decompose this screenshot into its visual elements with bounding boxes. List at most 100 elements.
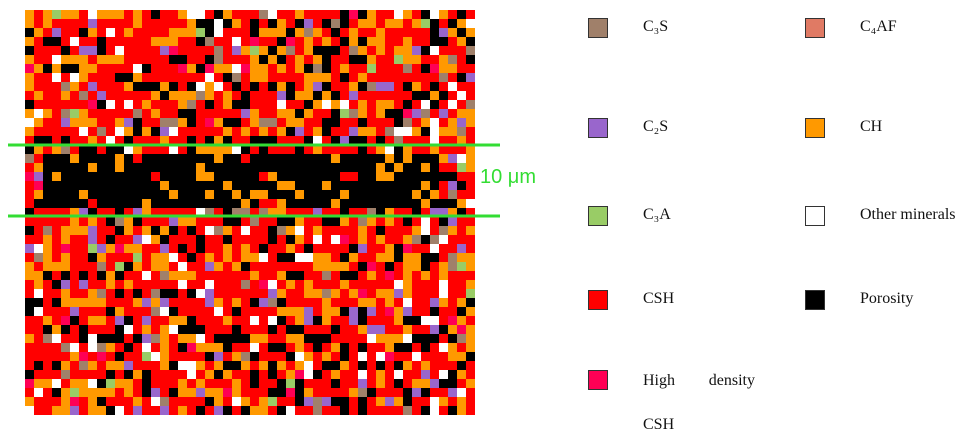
pixel bbox=[331, 217, 340, 226]
pixel bbox=[340, 181, 349, 190]
pixel bbox=[169, 397, 178, 406]
pixel bbox=[421, 109, 430, 118]
pixel bbox=[97, 307, 106, 316]
pixel bbox=[34, 109, 43, 118]
pixel bbox=[259, 289, 268, 298]
pixel bbox=[412, 73, 421, 82]
pixel bbox=[151, 343, 160, 352]
pixel bbox=[25, 118, 34, 127]
pixel bbox=[142, 334, 151, 343]
pixel bbox=[430, 316, 439, 325]
pixel bbox=[241, 325, 250, 334]
pixel bbox=[151, 118, 160, 127]
pixel bbox=[214, 109, 223, 118]
pixel bbox=[250, 64, 259, 73]
pixel bbox=[52, 172, 61, 181]
pixel bbox=[340, 109, 349, 118]
pixel bbox=[304, 406, 313, 415]
pixel bbox=[340, 199, 349, 208]
pixel bbox=[340, 82, 349, 91]
pixel bbox=[412, 46, 421, 55]
pixel bbox=[52, 28, 61, 37]
pixel bbox=[295, 280, 304, 289]
pixel bbox=[241, 253, 250, 262]
pixel bbox=[43, 109, 52, 118]
pixel bbox=[232, 244, 241, 253]
pixel bbox=[430, 73, 439, 82]
pixel bbox=[331, 379, 340, 388]
pixel bbox=[88, 46, 97, 55]
pixel bbox=[178, 127, 187, 136]
pixel bbox=[367, 91, 376, 100]
pixel bbox=[448, 163, 457, 172]
pixel bbox=[79, 397, 88, 406]
pixel bbox=[187, 361, 196, 370]
pixel bbox=[124, 244, 133, 253]
pixel bbox=[466, 100, 475, 109]
legend-swatch bbox=[588, 206, 608, 226]
pixel bbox=[124, 64, 133, 73]
pixel bbox=[97, 118, 106, 127]
pixel bbox=[340, 343, 349, 352]
pixel bbox=[277, 91, 286, 100]
pixel bbox=[34, 190, 43, 199]
pixel bbox=[133, 127, 142, 136]
pixel bbox=[466, 64, 475, 73]
pixel bbox=[412, 334, 421, 343]
pixel bbox=[241, 154, 250, 163]
pixel bbox=[358, 280, 367, 289]
pixel bbox=[313, 217, 322, 226]
pixel bbox=[61, 172, 70, 181]
pixel bbox=[196, 91, 205, 100]
pixel bbox=[169, 226, 178, 235]
pixel bbox=[88, 325, 97, 334]
pixel bbox=[457, 163, 466, 172]
pixel bbox=[79, 235, 88, 244]
pixel bbox=[394, 19, 403, 28]
pixel bbox=[178, 289, 187, 298]
pixel bbox=[43, 343, 52, 352]
pixel bbox=[43, 118, 52, 127]
pixel bbox=[349, 334, 358, 343]
pixel bbox=[25, 82, 34, 91]
pixel bbox=[322, 298, 331, 307]
pixel bbox=[52, 199, 61, 208]
pixel bbox=[277, 325, 286, 334]
pixel bbox=[223, 388, 232, 397]
pixel bbox=[241, 109, 250, 118]
pixel bbox=[412, 253, 421, 262]
pixel bbox=[394, 253, 403, 262]
pixel bbox=[232, 253, 241, 262]
pixel bbox=[367, 307, 376, 316]
pixel bbox=[385, 262, 394, 271]
pixel bbox=[466, 226, 475, 235]
pixel bbox=[151, 379, 160, 388]
pixel bbox=[70, 298, 79, 307]
pixel bbox=[412, 118, 421, 127]
pixel bbox=[241, 163, 250, 172]
pixel bbox=[70, 235, 79, 244]
pixel bbox=[394, 334, 403, 343]
pixel bbox=[223, 37, 232, 46]
pixel bbox=[358, 271, 367, 280]
pixel bbox=[322, 199, 331, 208]
pixel bbox=[277, 118, 286, 127]
pixel bbox=[268, 361, 277, 370]
pixel bbox=[295, 82, 304, 91]
pixel bbox=[412, 181, 421, 190]
pixel bbox=[124, 217, 133, 226]
pixel bbox=[403, 388, 412, 397]
pixel bbox=[187, 316, 196, 325]
pixel bbox=[250, 55, 259, 64]
pixel bbox=[358, 37, 367, 46]
pixel bbox=[259, 379, 268, 388]
pixel bbox=[304, 244, 313, 253]
pixel bbox=[133, 352, 142, 361]
pixel bbox=[421, 253, 430, 262]
pixel bbox=[151, 253, 160, 262]
pixel bbox=[295, 253, 304, 262]
pixel bbox=[385, 370, 394, 379]
pixel bbox=[169, 379, 178, 388]
pixel bbox=[142, 199, 151, 208]
pixel bbox=[268, 55, 277, 64]
